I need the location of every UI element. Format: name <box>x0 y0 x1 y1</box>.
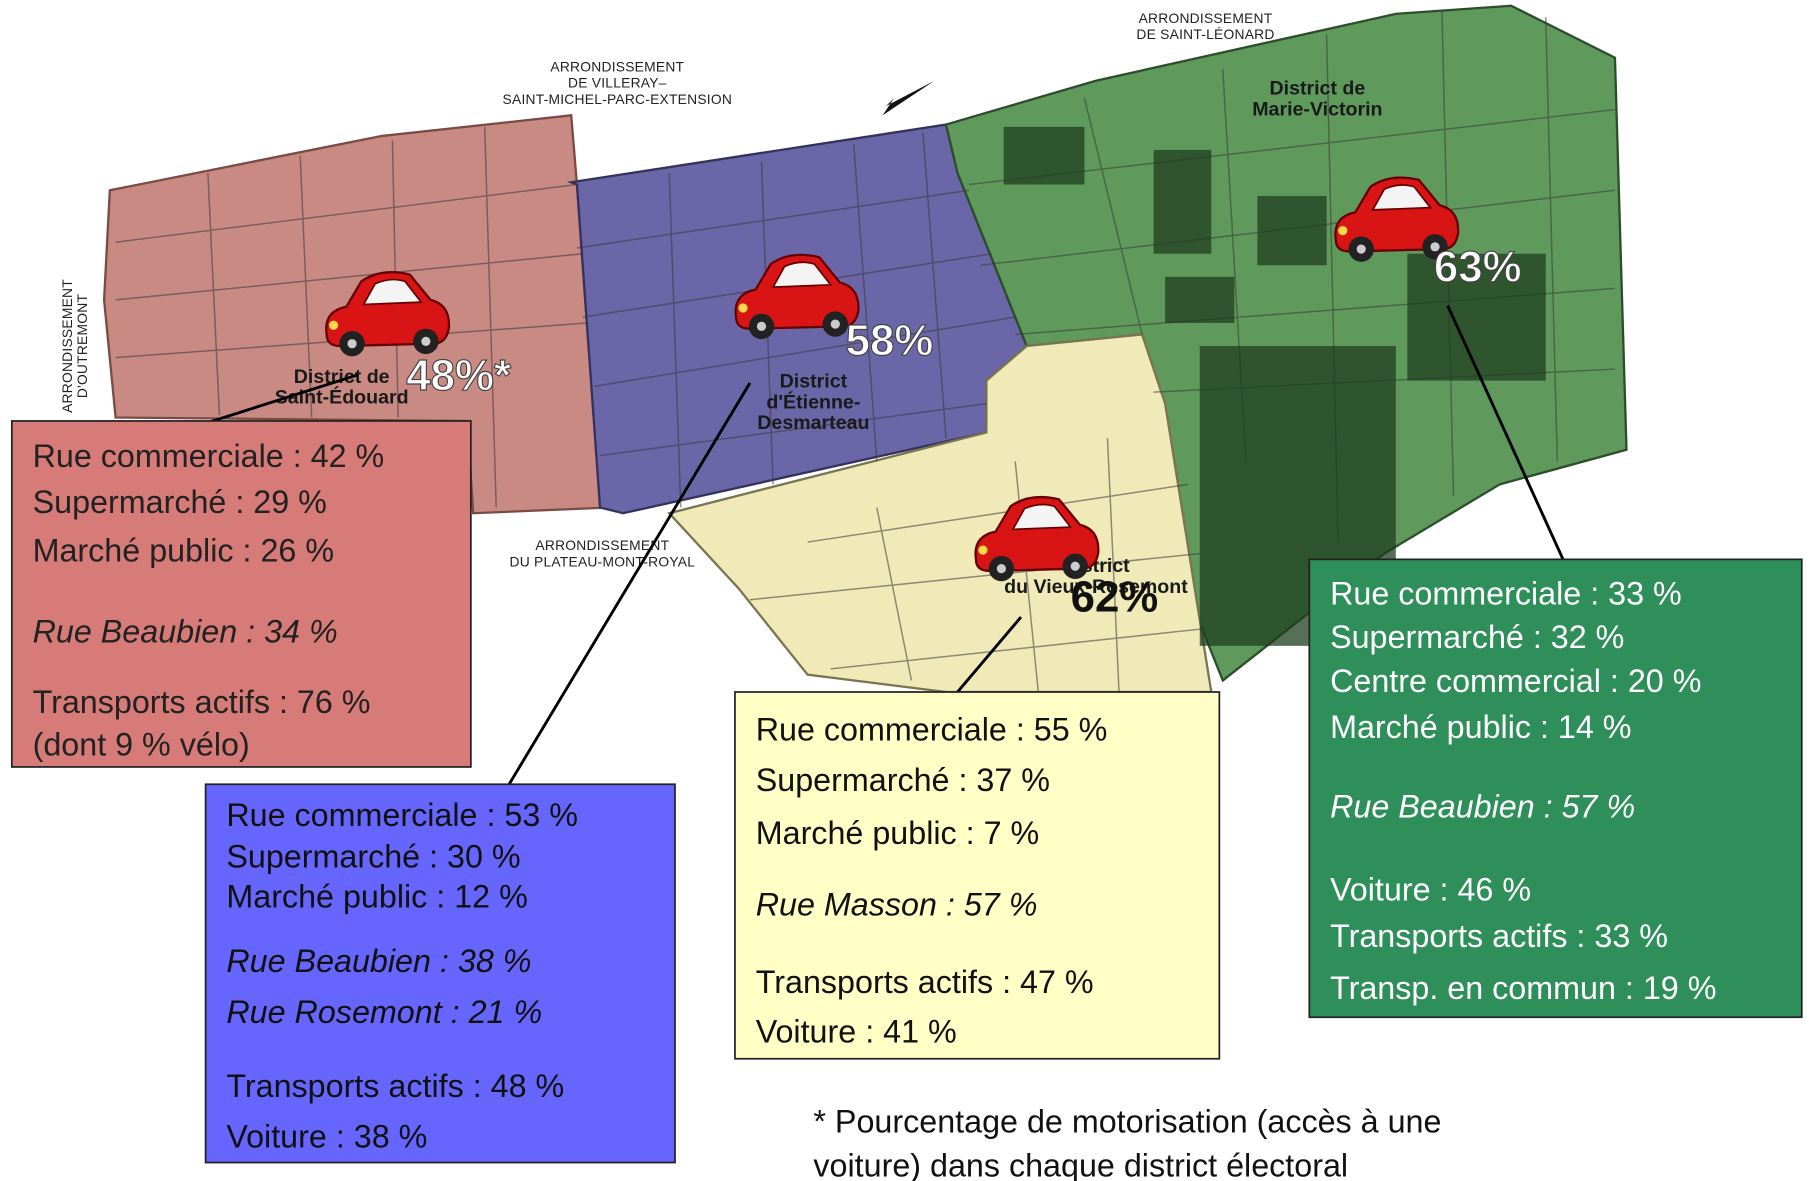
info-line: Rue commerciale : 53 % <box>226 797 578 833</box>
info-line: Rue Beaubien : 38 % <box>226 943 531 979</box>
info-line: Transports actifs : 48 % <box>226 1068 564 1104</box>
arrondissement-label: ARRONDISSEMENT <box>59 279 75 413</box>
motorisation-label: 62% <box>1071 572 1159 621</box>
arrondissement-label: DU PLATEAU-MONT-ROYAL <box>510 553 696 569</box>
info-line: Transports actifs : 33 % <box>1330 918 1668 954</box>
car-icon <box>1334 176 1460 262</box>
leader-line <box>201 373 359 426</box>
car-window <box>1371 184 1433 211</box>
info-line: Rue Beaubien : 57 % <box>1330 789 1635 825</box>
info-line: Supermarché : 30 % <box>226 838 520 874</box>
car-hub <box>347 339 357 349</box>
motorisation-label: 48%* <box>406 351 511 400</box>
north-arrow <box>882 80 935 116</box>
info-line: Centre commercial : 20 % <box>1330 663 1701 699</box>
info-box <box>734 691 1221 1060</box>
info-line: Marché public : 7 % <box>756 815 1040 851</box>
info-line: (dont 9 % vélo) <box>33 726 250 762</box>
info-line: Marché public : 26 % <box>33 533 334 569</box>
car-hub <box>1430 242 1440 252</box>
info-box <box>204 783 676 1164</box>
car-light <box>978 545 988 555</box>
district-name: District de <box>1269 78 1365 100</box>
district-name: Marie-Victorin <box>1252 98 1382 120</box>
car-light <box>1338 226 1348 236</box>
park-areas <box>1003 126 1546 646</box>
district-name: District <box>780 371 848 393</box>
district-area <box>667 333 1213 694</box>
leader-line <box>1446 305 1565 560</box>
info-line: Rue Beaubien : 34 % <box>33 613 338 649</box>
info-line: Marché public : 12 % <box>226 879 527 915</box>
motorisation-label: 58% <box>846 316 934 365</box>
info-line: Voiture : 41 % <box>756 1014 957 1050</box>
district-name: du Vieux-Rosemont <box>1004 576 1188 598</box>
leader-line <box>956 616 1023 693</box>
car-hub <box>996 563 1006 574</box>
info-line: Transports actifs : 76 % <box>33 684 371 720</box>
footnote: * Pourcentage de motorisation (accès à u… <box>813 1104 1441 1181</box>
car-hub <box>756 321 767 332</box>
district-name: Saint-Édouard <box>275 386 409 409</box>
car-window <box>771 261 833 289</box>
arrondissement-label: ARRONDISSEMENT <box>550 59 684 75</box>
car-light <box>738 303 748 313</box>
district-name: d'Étienne- <box>766 390 860 413</box>
info-line: Rue commerciale : 33 % <box>1330 575 1682 611</box>
info-box <box>1308 558 1803 1019</box>
arrondissement-label: DE VILLERAY– <box>568 75 667 91</box>
info-line: Voiture : 38 % <box>226 1119 427 1155</box>
car-hub <box>830 319 840 329</box>
info-line: Supermarché : 32 % <box>1330 619 1624 655</box>
car-icon <box>974 495 1100 582</box>
info-line: Voiture : 46 % <box>1330 872 1531 908</box>
info-line: Supermarché : 29 % <box>33 484 327 520</box>
arrondissement-label: SAINT-MICHEL-PARC-EXTENSION <box>503 91 733 107</box>
info-boxes: Rue commerciale : 42 % Supermarché : 29 %… <box>10 305 1803 1164</box>
arrondissement-label: ARRONDISSEMENT <box>1139 10 1273 26</box>
district-name: Desmarteau <box>757 412 869 434</box>
info-line: Rue Rosemont : 21 % <box>226 994 542 1030</box>
car-icon <box>734 253 860 340</box>
arrondissement-label: DE SAINT-LÉONARD <box>1136 26 1274 42</box>
car-light <box>328 320 339 330</box>
car-window <box>362 278 423 306</box>
arrondissement-label: ARRONDISSEMENT <box>535 537 669 553</box>
footnote-line: voiture) dans chaque district électoral <box>813 1147 1348 1181</box>
car-icon <box>325 271 451 357</box>
arrondissement-label: D'OUTREMONT <box>74 294 90 399</box>
motorisation-label: 63% <box>1434 242 1522 291</box>
info-line: Marché public : 14 % <box>1330 709 1631 745</box>
info-line: Transp. en commun : 19 % <box>1330 970 1716 1006</box>
info-line: Transports actifs : 47 % <box>756 964 1094 1000</box>
car-hub <box>421 336 431 346</box>
district-name: District de <box>294 366 390 388</box>
info-box <box>10 420 472 768</box>
car-hub <box>1356 244 1366 254</box>
leader-line <box>506 382 752 788</box>
info-line: Rue commerciale : 55 % <box>756 711 1108 747</box>
footnote-line: * Pourcentage de motorisation (accès à u… <box>813 1104 1441 1140</box>
info-line: Rue Masson : 57 % <box>756 887 1038 923</box>
car-hub <box>1070 561 1080 571</box>
info-line: Supermarché : 37 % <box>756 762 1050 798</box>
info-line: Rue commerciale : 42 % <box>33 438 385 474</box>
car-window <box>1011 503 1073 531</box>
